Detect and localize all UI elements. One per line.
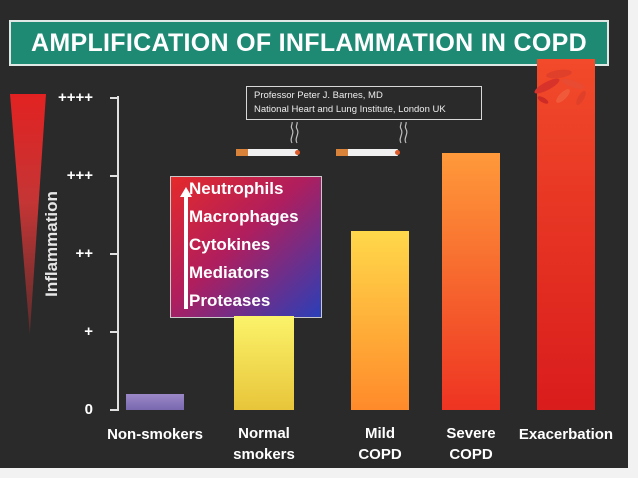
flare-icon xyxy=(534,69,586,106)
y-axis-label: Inflammation xyxy=(42,191,61,297)
inflammation-gradient-wedge xyxy=(10,94,46,334)
bar-severe-copd xyxy=(442,152,500,410)
mediator-item: Proteases xyxy=(189,291,271,310)
cigarette-icon xyxy=(236,149,300,156)
x-category-label-line: smokers xyxy=(233,446,295,463)
page-margin-bottom xyxy=(0,468,638,478)
bar-mild-copd xyxy=(351,230,409,410)
y-tick-label: ++ xyxy=(75,245,93,262)
mediator-item: Mediators xyxy=(189,263,270,282)
y-tick-mark xyxy=(110,409,119,411)
mediator-item: Macrophages xyxy=(189,207,299,226)
y-tick-mark xyxy=(110,175,119,177)
y-tick-label: ++++ xyxy=(57,89,93,106)
x-category-label-line: COPD xyxy=(449,446,493,463)
x-category-label-line: Mild xyxy=(365,425,395,442)
cigarette-filter xyxy=(336,149,348,156)
chart-title: AMPLIFICATION OF INFLAMMATION IN COPD xyxy=(31,29,587,57)
x-category-label: Severe COPD xyxy=(406,423,536,465)
smoke-icon xyxy=(290,122,299,144)
mediator-item: Cytokines xyxy=(189,235,271,254)
y-tick-label: +++ xyxy=(66,167,93,184)
cigarette-ember xyxy=(395,150,400,155)
smoke-icon xyxy=(399,122,408,144)
x-category-label-line: Exacerbation xyxy=(518,426,614,443)
x-category-label-line: Normal xyxy=(238,425,290,442)
credit-institution: National Heart and Lung Institute, Londo… xyxy=(254,104,446,115)
x-category-label: Exacerbation xyxy=(501,424,628,445)
x-category-label: Non-smokers xyxy=(90,424,220,445)
x-category-label: Normal smokers xyxy=(199,423,329,465)
mediator-item: Neutrophils xyxy=(189,179,284,198)
page-margin-right xyxy=(628,0,638,478)
y-tick-mark xyxy=(110,331,119,333)
y-tick-label: + xyxy=(84,323,93,340)
credit-author: Professor Peter J. Barnes, MD xyxy=(254,90,383,101)
x-category-label-line: Severe xyxy=(446,425,496,442)
x-category-label-line: COPD xyxy=(358,446,402,463)
cigarette-icon xyxy=(336,149,400,156)
bar-non-smokers xyxy=(126,394,184,410)
title-banner: AMPLIFICATION OF INFLAMMATION IN COPD xyxy=(9,20,609,66)
x-category-label: Mild COPD xyxy=(315,423,445,465)
y-tick-mark xyxy=(110,253,119,255)
x-category-label-line: Non-smokers xyxy=(107,426,203,443)
bar-exacerbation xyxy=(537,59,595,410)
credit-box: Professor Peter J. Barnes, MD National H… xyxy=(246,86,482,120)
bar-normal-smokers xyxy=(234,316,294,410)
inflammatory-mediators-box: Neutrophils Macrophages Cytokines Mediat… xyxy=(170,176,322,318)
slide: AMPLIFICATION OF INFLAMMATION IN COPD Pr… xyxy=(0,0,628,468)
cigarette-filter xyxy=(236,149,248,156)
y-tick-mark xyxy=(110,97,119,99)
y-tick-label: 0 xyxy=(84,401,93,418)
up-arrow-icon xyxy=(180,187,192,309)
cigarette-ember xyxy=(295,150,300,155)
